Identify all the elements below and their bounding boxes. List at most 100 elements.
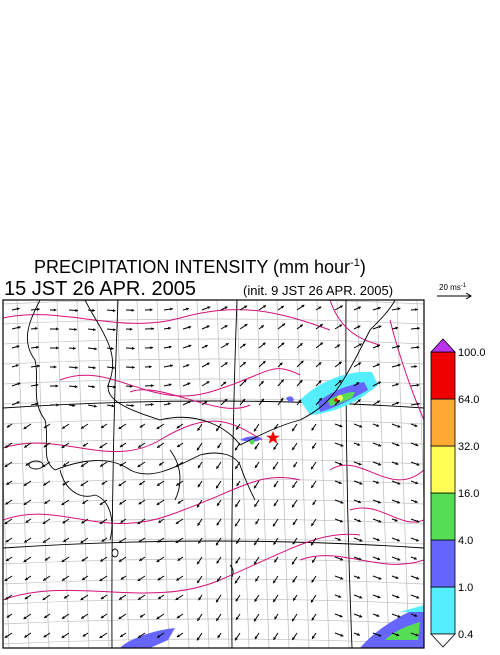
wind-arrow <box>411 384 419 387</box>
wind-arrow <box>392 402 399 405</box>
wind-arrow <box>100 443 107 448</box>
wind-arrow <box>126 366 135 369</box>
wind-arrow <box>313 500 316 505</box>
wind-arrow <box>164 402 171 405</box>
arrow-head <box>132 347 135 350</box>
wind-arrow <box>316 342 323 348</box>
wind-arrow <box>82 576 88 580</box>
wind-arrow <box>293 576 297 583</box>
wind-arrow <box>278 324 285 329</box>
title-superscript: -1 <box>350 257 360 269</box>
wind-arrow <box>43 595 50 600</box>
wind-arrow <box>50 346 59 349</box>
wind-arrow <box>335 306 343 310</box>
wind-arrow <box>255 595 259 602</box>
wind-arrow <box>236 557 240 564</box>
wind-arrow <box>293 538 297 544</box>
colorbar-over <box>431 339 455 352</box>
wind-arrow <box>164 327 171 330</box>
wind-arrow <box>88 405 97 408</box>
wind-arrow <box>312 633 316 639</box>
wind-arrow <box>26 519 31 523</box>
wind-arrow <box>119 614 126 619</box>
wind-arrow <box>12 401 20 405</box>
arrow-head <box>113 309 116 312</box>
arrow-head <box>56 384 59 387</box>
wind-arrow <box>411 327 420 330</box>
wind-arrow <box>102 538 107 542</box>
wind-arrow <box>292 557 297 564</box>
wind-arrow <box>312 576 316 583</box>
wind-arrow <box>312 614 316 620</box>
wind-arrow <box>157 424 164 429</box>
wind-arrow <box>157 443 164 448</box>
wind-arrow <box>5 576 12 581</box>
wind-arrow <box>24 557 31 562</box>
wind-arrow <box>240 344 246 348</box>
wind-arrow <box>44 614 50 618</box>
wind-scale-text: 20 ms <box>439 283 461 292</box>
wind-arrow <box>354 595 362 599</box>
wind-arrow <box>24 633 31 637</box>
wind-arrow <box>411 424 417 427</box>
grid-line <box>297 300 309 648</box>
grid-line <box>197 300 209 648</box>
grid-line <box>317 300 329 648</box>
arrow-head <box>92 309 95 312</box>
wind-arrow <box>24 500 31 505</box>
wind-arrow <box>50 365 56 368</box>
wind-arrow <box>235 443 240 450</box>
grid-line <box>3 639 424 644</box>
wind-arrow <box>316 362 321 367</box>
wind-arrow <box>50 327 59 330</box>
grid-line <box>3 459 424 464</box>
wind-arrow <box>373 307 381 310</box>
wind-arrow <box>119 500 126 504</box>
wind-arrow <box>411 365 417 368</box>
wind-arrow <box>216 614 221 621</box>
wind-arrow <box>292 443 297 450</box>
wind-arrow <box>50 384 58 387</box>
wind-arrow <box>69 385 77 388</box>
wind-arrow <box>292 500 297 507</box>
wind-arrow <box>373 538 380 541</box>
colorbar-segment <box>431 540 455 587</box>
wind-arrow <box>392 595 399 598</box>
wind-arrow <box>44 633 50 637</box>
arrow-head <box>132 309 135 312</box>
wind-arrow <box>145 327 154 330</box>
wind-arrow <box>335 538 341 541</box>
arrow-head <box>54 308 57 311</box>
wind-arrow <box>69 347 76 350</box>
wind-arrow <box>221 362 228 367</box>
wind-arrow <box>273 462 278 469</box>
wind-arrow <box>120 633 126 637</box>
wind-arrow <box>218 443 221 448</box>
meridian <box>112 300 118 648</box>
wind-arrow <box>164 364 173 367</box>
wind-arrow <box>297 305 304 310</box>
wind-arrow <box>81 481 88 486</box>
wind-arrow <box>69 366 78 369</box>
wind-arrow <box>62 633 69 638</box>
wind-scale-superscript: -1 <box>461 283 467 289</box>
wind-arrow <box>217 500 221 506</box>
wind-arrow <box>159 462 164 465</box>
wind-arrow <box>158 595 164 599</box>
wind-arrow <box>411 462 419 466</box>
wind-arrow <box>183 308 189 311</box>
wind-arrow <box>198 519 202 526</box>
precipitation <box>120 372 424 648</box>
wind-arrow <box>121 576 126 579</box>
wind-arrow <box>273 595 278 602</box>
wind-arrow <box>392 576 398 579</box>
arrow-head <box>150 346 153 349</box>
wind-arrow <box>255 576 259 581</box>
wind-arrow <box>373 481 379 484</box>
wind-arrow <box>43 462 50 467</box>
wind-arrow <box>101 424 107 428</box>
arrow-head <box>74 328 77 331</box>
wind-arrow <box>273 519 278 526</box>
arrow-head <box>35 327 38 330</box>
